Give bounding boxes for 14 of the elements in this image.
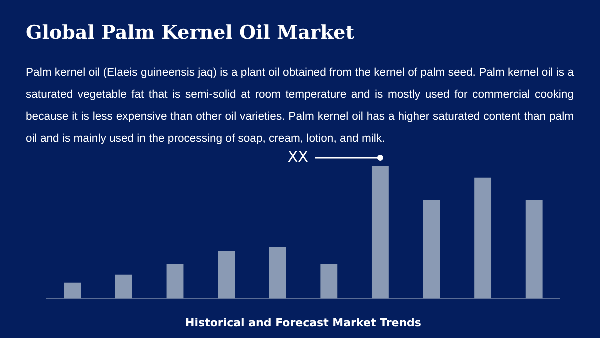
chart-title: Global Palm Kernel Oil Market xyxy=(26,22,354,44)
bar xyxy=(423,200,440,299)
bar xyxy=(269,246,286,299)
text: XX xyxy=(288,148,308,166)
bar xyxy=(115,274,132,299)
x-axis-title: Historical and Forecast Market Trends xyxy=(186,316,422,330)
bar xyxy=(166,264,184,299)
bar xyxy=(320,264,338,299)
bar xyxy=(64,282,82,299)
bar xyxy=(372,166,389,299)
bar xyxy=(218,250,236,299)
bar xyxy=(526,200,543,299)
bar xyxy=(474,178,492,299)
chart-subtitle: Palm kernel oil (Elaeis guineensis jaq) is a plant oil obtained from the kernel of palm seed. Palm kernel oil is a saturated vegetable fat that is semi-solid at room temperature and is mostly used for commercial cooking because it is less expensive than other oil varieties. Palm kernel oil has a higher saturated content than palm oil and is mainly used in the processing of soap, cream, lotion, and milk. xyxy=(26,67,574,145)
